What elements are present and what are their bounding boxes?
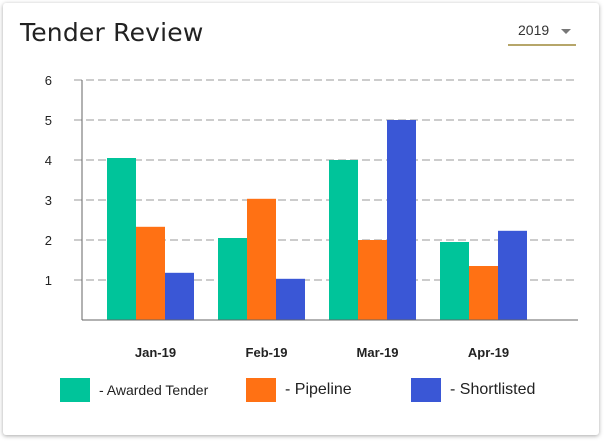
bar-mar-19-series-2[interactable] [387,120,416,320]
legend-label: - Awarded Tender [99,382,209,398]
bar-feb-19-series-0[interactable] [218,238,247,320]
legend-label: - Pipeline [285,381,352,398]
x-tick-label: Feb-19 [246,345,288,360]
legend-item[interactable]: - Pipeline [246,378,352,402]
y-tick-label: 1 [45,273,52,288]
chart-card [3,3,599,435]
legend-label: - Shortlisted [450,381,536,398]
bar-feb-19-series-1[interactable] [247,198,276,320]
legend-item[interactable]: - Shortlisted [411,378,535,402]
bar-jan-19-series-0[interactable] [107,158,136,320]
legend-item[interactable]: - Awarded Tender [60,378,208,402]
tick-labels: 1 2 3 4 5 6 Jan-19 Feb-19 Mar-19 Apr-19 [45,73,509,360]
y-tick-label: 2 [45,233,52,248]
y-tick-label: 5 [45,113,52,128]
bar-jan-19-series-2[interactable] [165,272,194,320]
bar-apr-19-series-2[interactable] [498,230,527,320]
x-tick-label: Apr-19 [468,345,509,360]
bar-mar-19-series-1[interactable] [358,240,387,320]
bar-apr-19-series-0[interactable] [440,242,469,320]
y-tick-label: 6 [45,73,52,88]
page-title: Tender Review [20,18,204,47]
year-select-value: 2019 [518,22,550,38]
y-tick-label: 4 [45,153,52,168]
axes [81,80,578,321]
chevron-down-icon [561,29,571,34]
bar-feb-19-series-2[interactable] [276,278,305,320]
y-tick-label: 3 [45,193,52,208]
legend-swatch [411,378,441,402]
bar-mar-19-series-0[interactable] [329,160,358,320]
year-select[interactable]: 2019 [508,20,576,46]
bar-jan-19-series-1[interactable] [136,226,165,320]
bars [107,120,527,320]
x-tick-label: Mar-19 [357,345,399,360]
legend-swatch [60,378,90,402]
bar-apr-19-series-1[interactable] [469,266,498,320]
x-tick-label: Jan-19 [135,345,176,360]
legend-swatch [246,378,276,402]
